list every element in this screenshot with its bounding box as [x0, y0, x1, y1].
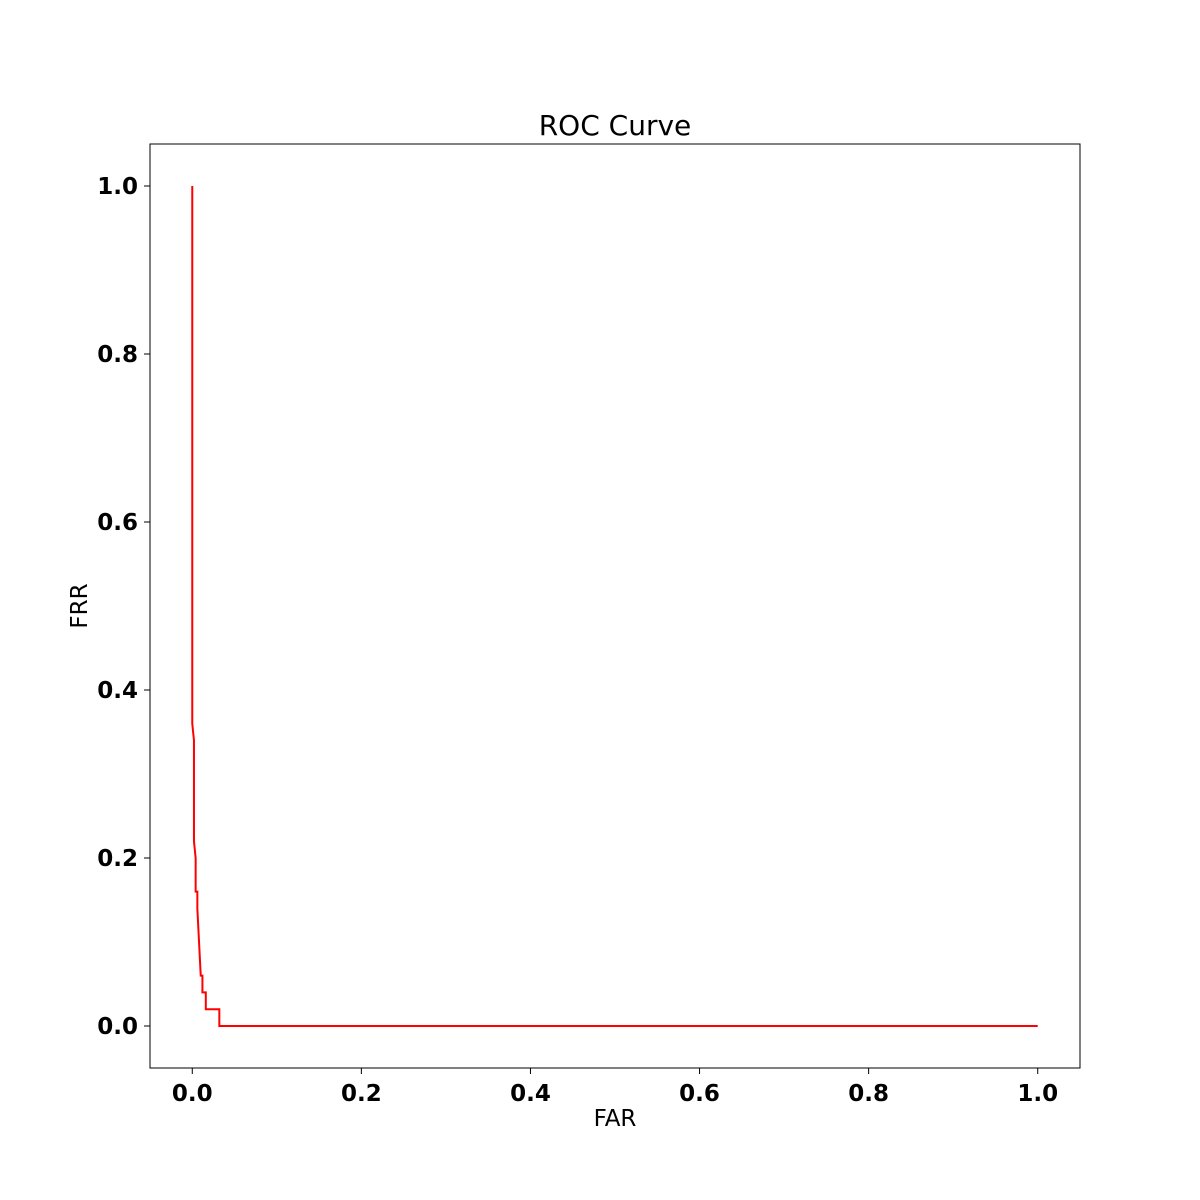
x-tick-label: 0.8 — [848, 1081, 889, 1107]
y-tick-label: 0.0 — [97, 1014, 138, 1040]
y-axis-label: FRR — [67, 583, 93, 628]
x-tick-label: 0.0 — [172, 1081, 213, 1107]
x-tick-label: 0.4 — [510, 1081, 551, 1107]
plot-area — [150, 144, 1080, 1068]
x-tick-label: 0.6 — [679, 1081, 720, 1107]
y-tick-label: 0.8 — [97, 342, 138, 368]
x-tick-label: 1.0 — [1017, 1081, 1058, 1107]
x-axis-ticks: 0.0 0.2 0.4 0.6 0.8 1.0 — [172, 1068, 1058, 1107]
x-axis-label: FAR — [594, 1106, 637, 1132]
chart-title: ROC Curve — [539, 109, 692, 142]
series-layer — [191, 186, 1038, 1027]
y-axis-ticks: 0.0 0.2 0.4 0.6 0.8 1.0 — [97, 174, 150, 1040]
y-tick-label: 0.2 — [97, 846, 138, 872]
y-tick-label: 0.4 — [97, 678, 138, 704]
y-tick-label: 1.0 — [97, 174, 138, 200]
plot-frame — [149, 143, 1081, 1069]
series-line-0 — [191, 186, 1038, 1027]
x-tick-label: 0.2 — [341, 1081, 382, 1107]
y-tick-label: 0.6 — [97, 510, 138, 536]
